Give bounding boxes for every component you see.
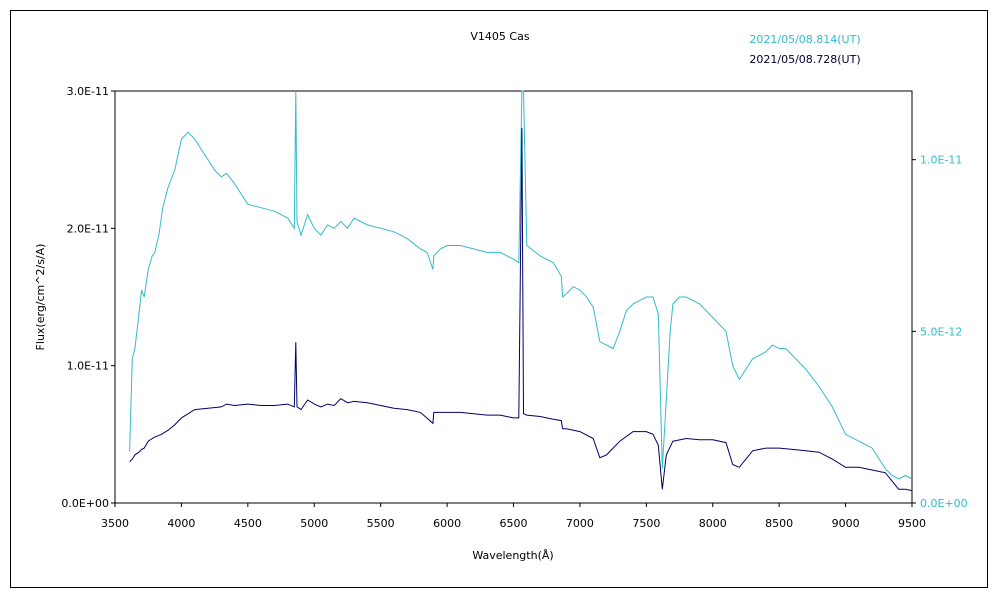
y-left-tick-label: 2.0E-11 [67,222,109,235]
x-tick-label: 8000 [699,517,727,530]
x-tick-label: 8500 [765,517,793,530]
x-tick-label: 9500 [898,517,926,530]
y-right-tick-label: 0.0E+00 [920,497,968,510]
plot-area [114,90,913,504]
y-left-tick-label: 1.0E-11 [67,360,109,373]
series-group [129,90,913,492]
y-axis-right: 0.0E+00 5.0E-12 1.0E-11 [912,154,968,510]
y-axis-left: 0.0E+00 1.0E-11 2.0E-11 3.0E-11 [61,85,115,510]
x-tick-label: 6000 [433,517,461,530]
y-right-tick-label: 1.0E-11 [920,154,962,167]
x-tick-label: 4000 [167,517,195,530]
y-left-tick-label: 0.0E+00 [61,497,109,510]
chart-frame [10,10,988,588]
x-tick-label: 4500 [234,517,262,530]
x-tick-label: 3500 [101,517,129,530]
x-tick-label: 6500 [500,517,528,530]
legend-series-1: 2021/05/08.814(UT) [749,33,860,46]
chart-title: V1405 Cas [470,30,529,43]
x-tick-label: 7500 [632,517,660,530]
x-tick-label: 7000 [566,517,594,530]
series-line-2 [129,128,913,492]
x-axis-label: Wavelength(Å) [472,549,553,562]
x-tick-label: 5000 [300,517,328,530]
y-right-tick-label: 5.0E-12 [920,325,962,338]
y-left-tick-label: 3.0E-11 [67,85,109,98]
y-axis-label: Flux(erg/cm^2/s/A) [34,244,47,351]
series-line-1 [129,90,913,480]
legend-series-2: 2021/05/08.728(UT) [749,53,860,66]
x-tick-label: 9000 [832,517,860,530]
x-axis: 3500 4000 4500 5000 5500 6000 6500 7000 7500 8000… [101,503,926,530]
x-tick-label: 5500 [367,517,395,530]
